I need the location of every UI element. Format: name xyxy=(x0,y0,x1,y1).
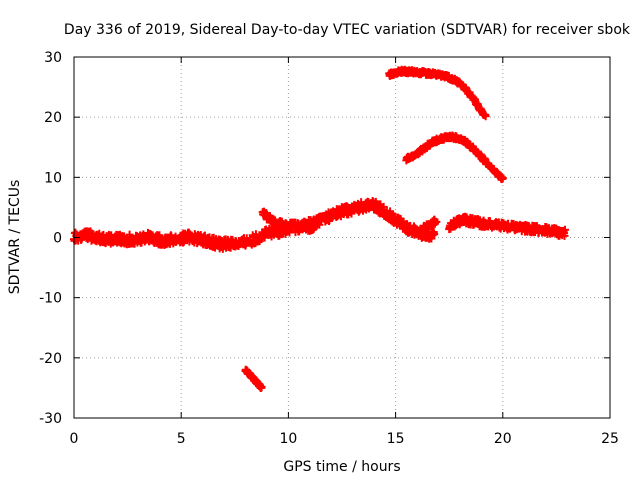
y-axis-label: SDTVAR / TECUs xyxy=(7,180,23,295)
series-late-trace xyxy=(445,212,569,240)
chart-title: Day 336 of 2019, Sidereal Day-to-day VTE… xyxy=(64,22,631,38)
data-layer xyxy=(70,65,569,393)
data-point xyxy=(560,225,569,234)
series-middle-arc xyxy=(402,131,507,184)
series-upper-arc xyxy=(385,65,490,121)
x-tick-label: 10 xyxy=(279,431,297,447)
data-point xyxy=(432,217,441,226)
data-point xyxy=(379,202,388,211)
data-point xyxy=(498,174,507,183)
y-tick-label: -10 xyxy=(39,291,62,307)
data-point xyxy=(481,112,490,121)
series-branch-rising xyxy=(258,207,319,235)
ticks: 0 5 10 15 20 25 -30 -20 -10 0 10 20 30 xyxy=(39,50,619,447)
y-tick-label: 30 xyxy=(44,50,62,66)
data-point xyxy=(257,383,266,392)
x-tick-label: 25 xyxy=(601,431,619,447)
series-main-trace xyxy=(70,196,439,253)
y-tick-label: 0 xyxy=(53,231,62,247)
data-point xyxy=(310,223,319,232)
y-tick-label: 10 xyxy=(44,170,62,186)
x-axis-label: GPS time / hours xyxy=(283,459,400,475)
x-tick-label: 20 xyxy=(494,431,512,447)
y-tick-label: -30 xyxy=(39,411,62,427)
series-branch-end-hook xyxy=(419,215,441,234)
y-tick-label: -20 xyxy=(39,351,62,367)
x-tick-label: 5 xyxy=(177,431,186,447)
x-tick-label: 0 xyxy=(70,431,79,447)
series-low-segment xyxy=(241,365,266,393)
data-point xyxy=(430,229,439,238)
x-tick-label: 15 xyxy=(387,431,405,447)
y-tick-label: 20 xyxy=(44,110,62,126)
grid xyxy=(74,57,610,418)
